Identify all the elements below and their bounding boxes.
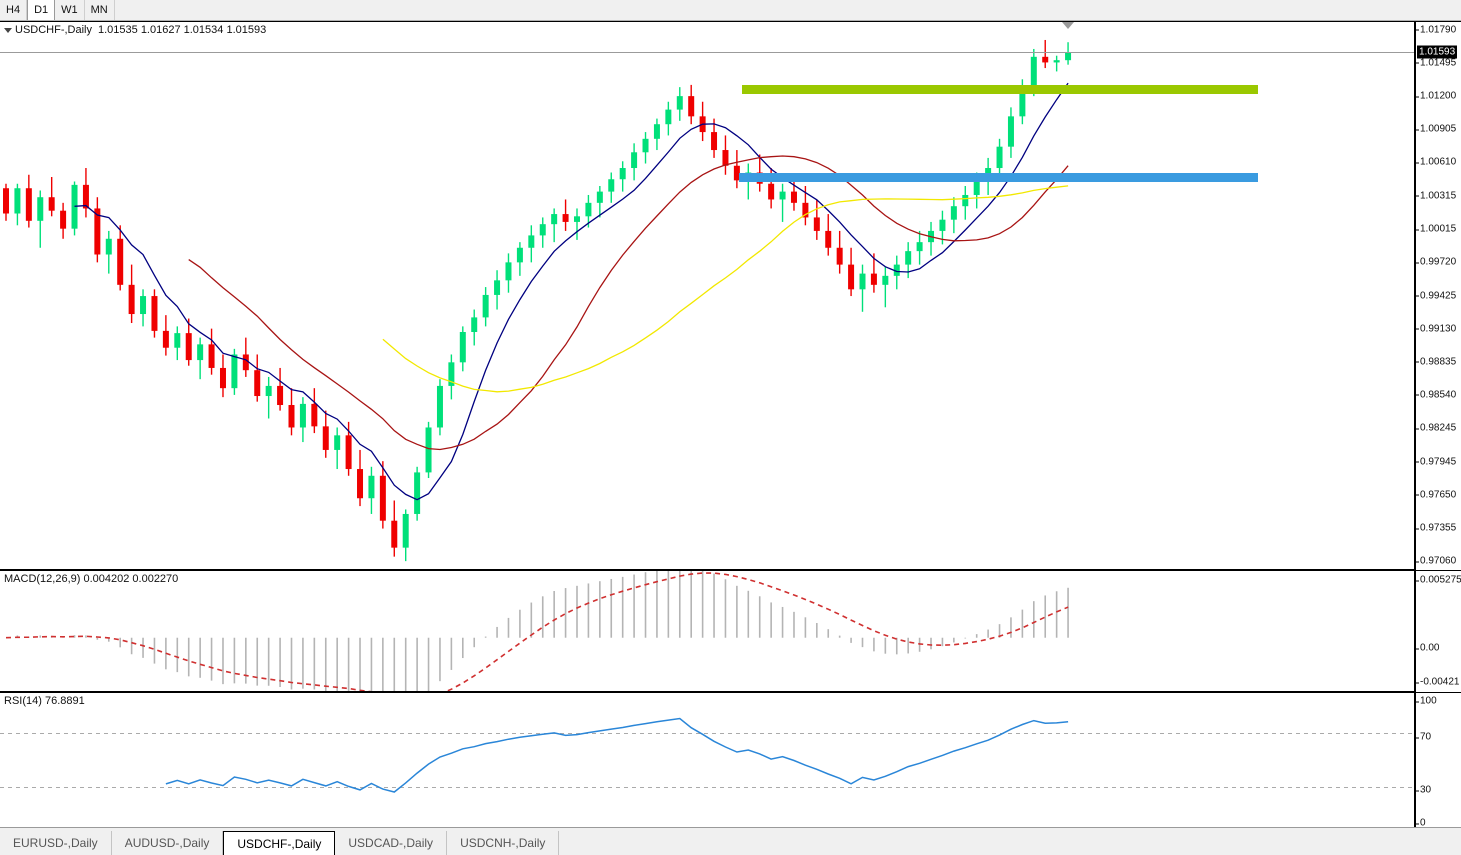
axis-separator [1416,692,1461,693]
macd-chart-canvas [5,571,1069,691]
axis-separator [1416,570,1461,571]
price-axis-tick: 0.98540 [1415,389,1457,401]
rsi-axis-tick: 70 [1415,731,1432,743]
timeframe-h4[interactable]: H4 [0,0,28,20]
rsi-pane[interactable]: RSI(14) 76.8891 [0,692,1415,828]
timeframe-d1[interactable]: D1 [27,0,56,20]
rsi-axis-tick: 0 [1416,817,1426,829]
macd-pane-label: MACD(12,26,9) 0.004202 0.002270 [4,573,179,585]
price-pane-label: USDCHF-,Daily 1.01535 1.01627 1.01534 1.0… [4,24,266,36]
price-axis-tick: 0.99130 [1415,323,1457,335]
price-axis-tick: 1.00015 [1415,223,1457,235]
current-price-line [0,51,1414,53]
price-axis-tick: 1.01495 [1415,57,1457,69]
price-axis-tick: 1.00905 [1415,123,1457,135]
price-axis-tick: 0.97650 [1415,489,1457,501]
symbol-title: USDCHF-,Daily [15,24,92,36]
timeframe-mn[interactable]: MN [85,0,115,20]
macd-pane[interactable]: MACD(12,26,9) 0.004202 0.002270 [0,570,1415,692]
price-axis-tick: 0.97945 [1415,456,1457,468]
macd-axis-tick: -0.00421 [1415,676,1460,688]
support-line[interactable] [739,172,1258,182]
price-axis-tick: 1.00610 [1415,156,1457,168]
price-axis[interactable]: 1.01790 1.01495 1.01200 1.00905 1.00610 1.003… [1415,22,1461,829]
price-axis-tick: 0.98835 [1415,356,1457,368]
price-axis-tick: 1.01790 [1415,24,1457,36]
price-axis-tick: 0.97355 [1415,522,1457,534]
tab-audusd[interactable]: AUDUSD-,Daily [112,831,224,855]
rsi-chart-canvas [0,717,1413,793]
ohlc-values: 1.01535 1.01627 1.01534 1.01593 [98,24,267,36]
tab-eurusd[interactable]: EURUSD-,Daily [0,831,112,855]
rsi-axis-tick: 100 [1416,695,1437,707]
price-axis-tick: 0.99720 [1415,256,1457,268]
current-price-badge: 1.01593 [1417,45,1458,59]
price-axis-tick: 0.98245 [1415,422,1457,434]
collapse-triangle-icon[interactable] [4,27,12,33]
toolbar-empty-area [115,0,1461,20]
tab-usdcad[interactable]: USDCAD-,Daily [335,831,448,855]
timeframe-w1[interactable]: W1 [55,0,85,20]
timeframe-toolbar: H4 D1 W1 MN [0,0,1461,21]
symbol-tab-bar: EURUSD-,Daily AUDUSD-,Daily USDCHF-,Dail… [0,827,1461,855]
tab-usdchf[interactable]: USDCHF-,Daily [223,831,336,855]
tab-usdcnh[interactable]: USDCNH-,Daily [447,831,560,855]
rsi-pane-label: RSI(14) 76.8891 [4,695,85,707]
price-chart-canvas [3,39,1072,562]
macd-axis-tick: 0.00 [1415,642,1440,654]
resistance-line[interactable] [742,85,1258,95]
tab-bar-empty-area [559,831,1461,855]
chart-area[interactable]: USDCHF-,Daily 1.01535 1.01627 1.01534 1.0… [0,21,1461,849]
chart-top-marker-icon [1062,22,1075,29]
price-axis-tick: 1.01200 [1415,90,1457,102]
price-pane[interactable]: USDCHF-,Daily 1.01535 1.01627 1.01534 1.0… [0,22,1415,570]
price-axis-tick: 1.00315 [1415,190,1457,202]
rsi-axis-tick: 30 [1415,784,1432,796]
price-axis-tick: 0.97060 [1415,555,1457,567]
price-axis-tick: 0.99425 [1415,290,1457,301]
macd-axis-tick: 0.005275 [1416,574,1461,586]
